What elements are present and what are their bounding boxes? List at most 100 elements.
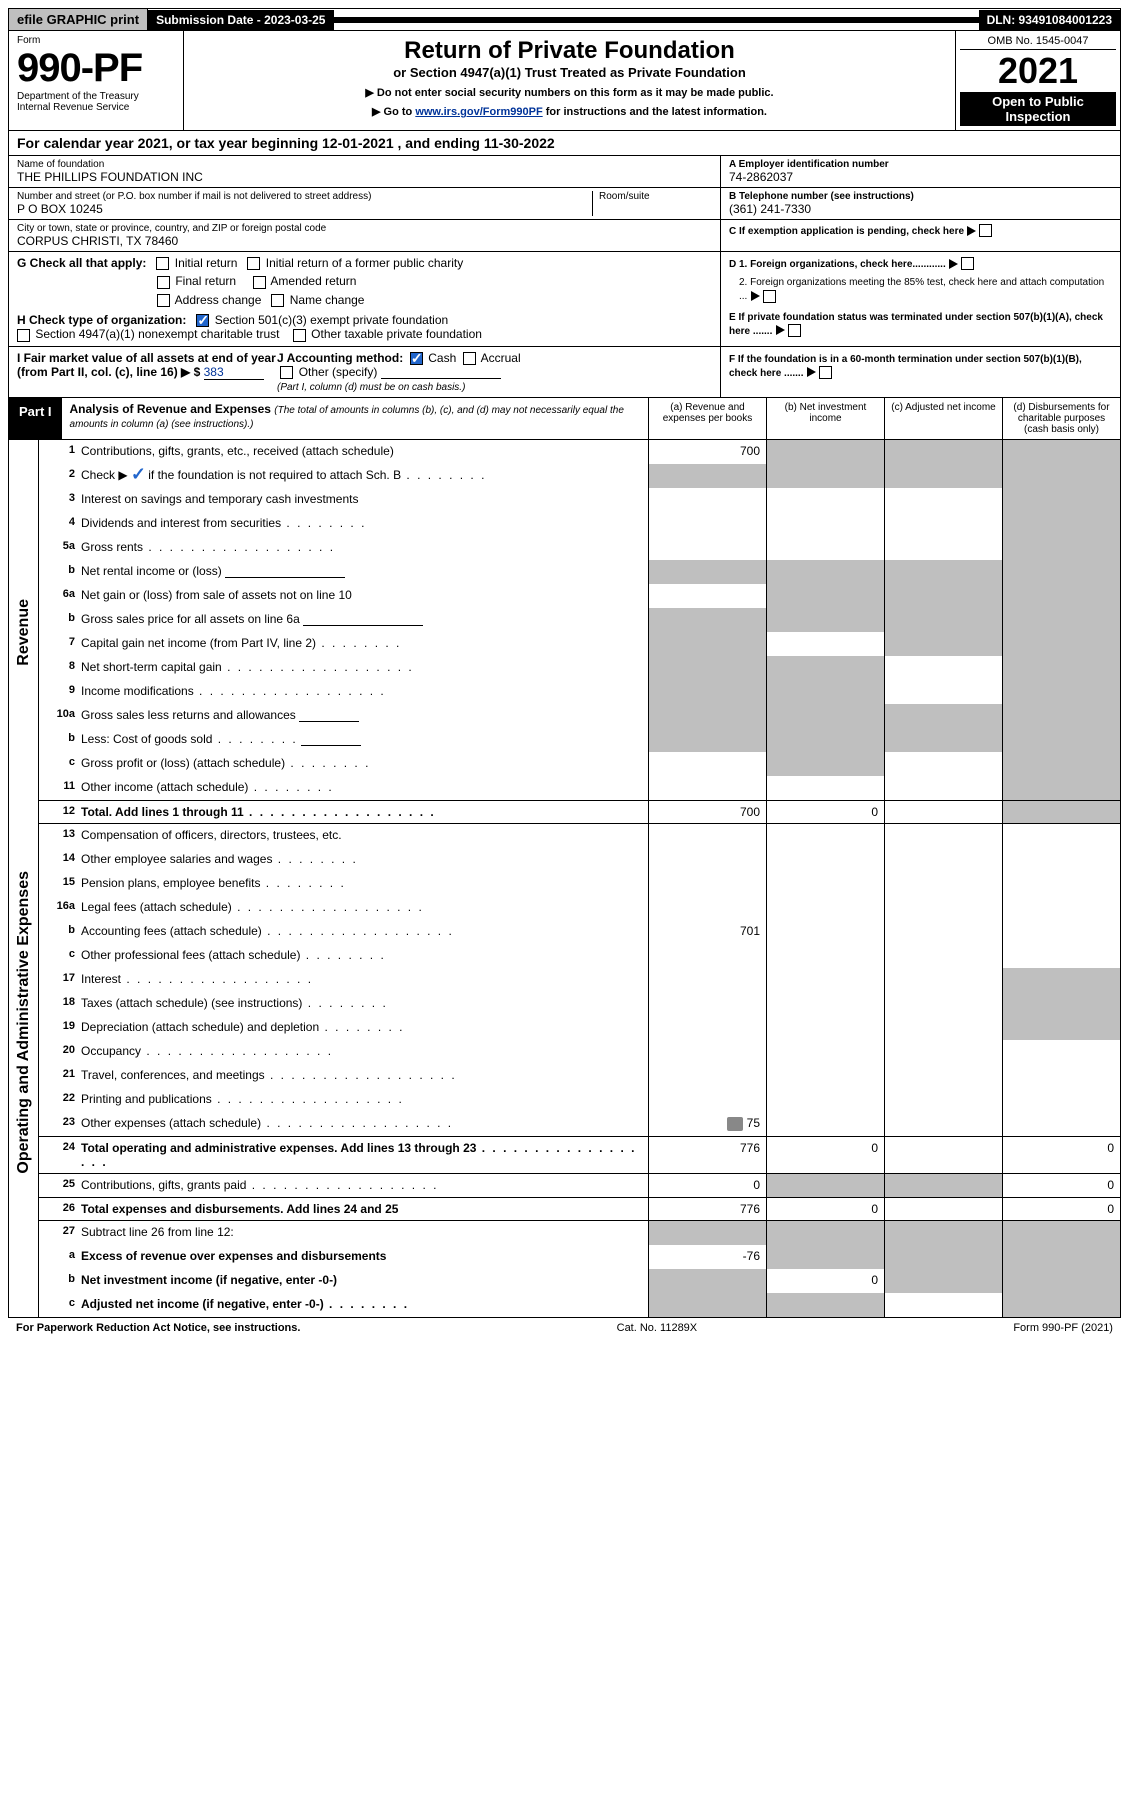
line16c-desc: Other professional fees (attach schedule…	[79, 944, 648, 968]
header-bar: efile GRAPHIC print Submission Date - 20…	[8, 8, 1121, 31]
line5b-desc: Net rental income or (loss)	[79, 560, 648, 584]
final-return-checkbox[interactable]	[157, 276, 170, 289]
j-note: (Part I, column (d) must be on cash basi…	[277, 382, 465, 393]
title-block: Form 990-PF Department of the Treasury I…	[8, 31, 1121, 131]
line12-desc: Total. Add lines 1 through 11	[79, 801, 648, 823]
line17-desc: Interest	[79, 968, 648, 992]
j-label: J Accounting method:	[277, 351, 403, 365]
line16b-a: 701	[648, 920, 766, 944]
dept-1: Department of the Treasury	[17, 91, 175, 102]
room-label: Room/suite	[599, 191, 712, 202]
line1-a: 700	[648, 440, 766, 464]
line10b-desc: Less: Cost of goods sold	[79, 728, 648, 752]
arrow-icon	[776, 325, 785, 335]
line25-d: 0	[1002, 1174, 1120, 1197]
4947-checkbox[interactable]	[17, 329, 30, 342]
line20-desc: Occupancy	[79, 1040, 648, 1064]
header-spacer	[334, 17, 978, 23]
line10b-field[interactable]	[301, 732, 361, 746]
line6b-field[interactable]	[303, 612, 423, 626]
line15-desc: Pension plans, employee benefits	[79, 872, 648, 896]
exemption-pending-checkbox[interactable]	[979, 224, 992, 237]
other-method-checkbox[interactable]	[280, 366, 293, 379]
line3-desc: Interest on savings and temporary cash i…	[79, 488, 648, 512]
accrual-checkbox[interactable]	[463, 352, 476, 365]
address-change-checkbox[interactable]	[157, 294, 170, 307]
name-change-checkbox[interactable]	[271, 294, 284, 307]
line5b-field[interactable]	[225, 564, 345, 578]
schedule-icon[interactable]	[727, 1117, 743, 1131]
phone-label: B Telephone number (see instructions)	[729, 191, 1112, 202]
instructions-link[interactable]: www.irs.gov/Form990PF	[415, 106, 542, 118]
efile-print-button[interactable]: efile GRAPHIC print	[9, 9, 148, 30]
other-specify-field[interactable]	[381, 365, 501, 379]
expenses-label: Operating and Administrative Expenses	[13, 863, 35, 1182]
col-c-header: (c) Adjusted net income	[884, 398, 1002, 439]
phone: (361) 241-7330	[729, 202, 1112, 216]
line11-desc: Other income (attach schedule)	[79, 776, 648, 800]
line4-desc: Dividends and interest from securities	[79, 512, 648, 536]
line5a-desc: Gross rents	[79, 536, 648, 560]
g-label: G Check all that apply:	[17, 256, 146, 270]
footer: For Paperwork Reduction Act Notice, see …	[8, 1318, 1121, 1338]
initial-former-checkbox[interactable]	[247, 257, 260, 270]
form-number: 990-PF	[17, 46, 175, 91]
arrow-icon	[967, 226, 976, 236]
exemption-pending-label: C If exemption application is pending, c…	[729, 226, 964, 237]
line24-b: 0	[766, 1137, 884, 1173]
sch-b-checkbox[interactable]	[131, 469, 145, 483]
paperwork-notice: For Paperwork Reduction Act Notice, see …	[16, 1322, 300, 1334]
ein-label: A Employer identification number	[729, 159, 1112, 170]
initial-return-checkbox[interactable]	[156, 257, 169, 270]
line27a-desc: Excess of revenue over expenses and disb…	[79, 1245, 648, 1269]
terminated-checkbox[interactable]	[788, 324, 801, 337]
foreign-85-checkbox[interactable]	[763, 290, 776, 303]
line9-desc: Income modifications	[79, 680, 648, 704]
line6b-desc: Gross sales price for all assets on line…	[79, 608, 648, 632]
60month-checkbox[interactable]	[819, 366, 832, 379]
arrow-icon	[949, 259, 958, 269]
note-ssn: ▶ Do not enter social security numbers o…	[190, 86, 949, 99]
line23-a: 75	[648, 1112, 766, 1136]
line25-a: 0	[648, 1174, 766, 1197]
other-taxable-checkbox[interactable]	[293, 329, 306, 342]
line27a-a: -76	[648, 1245, 766, 1269]
line24-desc: Total operating and administrative expen…	[79, 1137, 648, 1173]
line8-desc: Net short-term capital gain	[79, 656, 648, 680]
cash-checkbox[interactable]	[410, 352, 423, 365]
arrow-icon	[807, 367, 816, 377]
line26-d: 0	[1002, 1198, 1120, 1220]
line12-a: 700	[648, 801, 766, 823]
e-label: E If private foundation status was termi…	[729, 312, 1103, 337]
section-i-j-f: I Fair market value of all assets at end…	[8, 347, 1121, 399]
revenue-label: Revenue	[13, 591, 35, 674]
line26-b: 0	[766, 1198, 884, 1220]
d1-label: D 1. Foreign organizations, check here..…	[729, 259, 946, 270]
line27b-b: 0	[766, 1269, 884, 1293]
col-d-header: (d) Disbursements for charitable purpose…	[1002, 398, 1120, 439]
line19-desc: Depreciation (attach schedule) and deple…	[79, 1016, 648, 1040]
name-label: Name of foundation	[17, 159, 712, 170]
line7-desc: Capital gain net income (from Part IV, l…	[79, 632, 648, 656]
form-label: Form	[17, 35, 175, 46]
city-state-zip: CORPUS CHRISTI, TX 78460	[17, 234, 712, 248]
line16b-desc: Accounting fees (attach schedule)	[79, 920, 648, 944]
line21-desc: Travel, conferences, and meetings	[79, 1064, 648, 1088]
col-b-header: (b) Net investment income	[766, 398, 884, 439]
foundation-name: THE PHILLIPS FOUNDATION INC	[17, 170, 712, 184]
foreign-org-checkbox[interactable]	[961, 257, 974, 270]
line13-desc: Compensation of officers, directors, tru…	[79, 824, 648, 848]
line24-d: 0	[1002, 1137, 1120, 1173]
h-label: H Check type of organization:	[17, 313, 186, 327]
submission-date: Submission Date - 2023-03-25	[148, 10, 334, 30]
amended-return-checkbox[interactable]	[253, 276, 266, 289]
line24-a: 776	[648, 1137, 766, 1173]
part1-title: Analysis of Revenue and Expenses	[70, 402, 271, 416]
entity-block: Name of foundation THE PHILLIPS FOUNDATI…	[8, 156, 1121, 252]
calendar-year-row: For calendar year 2021, or tax year begi…	[8, 131, 1121, 156]
tax-year: 2021	[960, 50, 1116, 92]
arrow-icon	[751, 291, 760, 301]
form-subtitle: or Section 4947(a)(1) Trust Treated as P…	[190, 65, 949, 80]
501c3-checkbox[interactable]	[196, 314, 209, 327]
line10a-field[interactable]	[299, 708, 359, 722]
